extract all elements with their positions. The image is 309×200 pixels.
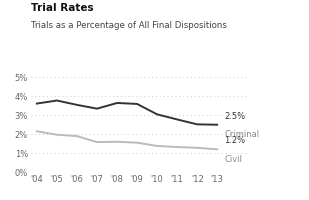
Text: Trials as a Percentage of All Final Dispositions: Trials as a Percentage of All Final Disp… — [31, 21, 227, 30]
Text: Civil: Civil — [224, 155, 242, 164]
Text: 2.5%: 2.5% — [224, 112, 245, 121]
Text: 1.2%: 1.2% — [224, 136, 245, 145]
Text: Trial Rates: Trial Rates — [31, 3, 94, 13]
Text: Criminal: Criminal — [224, 130, 259, 139]
